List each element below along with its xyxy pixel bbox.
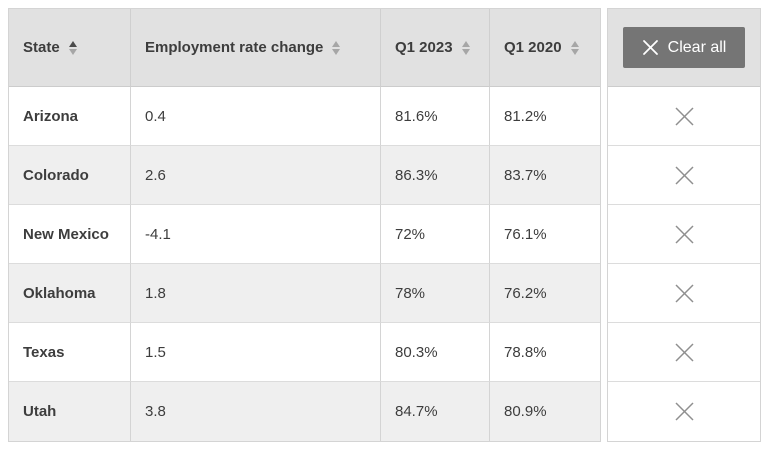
table-cell-change: 1.5: [131, 323, 381, 382]
table-cell-q1-2023: 78%: [381, 264, 490, 323]
close-icon: [674, 402, 694, 421]
table-cell-q1-2023: 84.7%: [381, 382, 490, 441]
sort-arrows-icon[interactable]: [68, 40, 77, 55]
sort-arrows-icon[interactable]: [570, 40, 579, 55]
table-cell-q1-2020: 81.2%: [490, 87, 600, 146]
column-gap-divider: [601, 8, 607, 442]
table-cell-state: New Mexico: [9, 205, 131, 264]
table-cell-state: Utah: [9, 382, 131, 441]
table-cell-q1-2020: 78.8%: [490, 323, 600, 382]
remove-row-button[interactable]: [670, 161, 699, 190]
remove-row-button[interactable]: [670, 279, 699, 308]
clear-all-button-label: Clear all: [667, 38, 727, 56]
table-cell-q1-2023: 72%: [381, 205, 490, 264]
remove-column: Clear all: [607, 8, 761, 442]
close-icon: [674, 224, 694, 244]
sort-up-arrow-icon: [461, 40, 470, 47]
sort-down-arrow-icon: [68, 48, 77, 55]
close-icon: [674, 165, 694, 185]
sort-arrows-icon[interactable]: [461, 40, 470, 55]
sort-arrows-icon[interactable]: [332, 40, 341, 55]
remove-column-header: Clear all: [608, 9, 760, 87]
remove-row-cell: [608, 264, 760, 323]
table-cell-q1-2020: 76.2%: [490, 264, 600, 323]
sort-up-arrow-icon: [332, 40, 341, 47]
employment-table: State Employment rate change Q1 2023 Q1 …: [8, 8, 768, 442]
close-icon: [674, 106, 694, 126]
table-cell-change: 0.4: [131, 87, 381, 146]
remove-row-button[interactable]: [670, 102, 699, 131]
table-cell-state: Oklahoma: [9, 264, 131, 323]
sort-up-arrow-icon: [68, 40, 77, 47]
table-cell-change: 3.8: [131, 382, 381, 441]
sort-down-arrow-icon: [332, 48, 341, 55]
table-cell-q1-2020: 76.1%: [490, 205, 600, 264]
column-header-q1-2020[interactable]: Q1 2020: [490, 9, 600, 87]
column-header-q1-2023-label: Q1 2023: [395, 39, 453, 56]
table-cell-state: Arizona: [9, 87, 131, 146]
column-header-employment-rate-change[interactable]: Employment rate change: [131, 9, 381, 87]
column-header-q1-2023[interactable]: Q1 2023: [381, 9, 490, 87]
table-cell-state: Colorado: [9, 146, 131, 205]
remove-row-cell: [608, 146, 760, 205]
data-table: State Employment rate change Q1 2023 Q1 …: [8, 8, 601, 442]
table-cell-q1-2020: 80.9%: [490, 382, 600, 441]
remove-row-cell: [608, 382, 760, 441]
table-cell-q1-2023: 86.3%: [381, 146, 490, 205]
remove-row-cell: [608, 87, 760, 146]
table-cell-q1-2023: 81.6%: [381, 87, 490, 146]
remove-row-cell: [608, 205, 760, 264]
remove-row-button[interactable]: [670, 397, 699, 426]
table-cell-state: Texas: [9, 323, 131, 382]
sort-down-arrow-icon: [570, 48, 579, 55]
table-cell-q1-2023: 80.3%: [381, 323, 490, 382]
remove-row-cell: [608, 323, 760, 382]
column-header-q1-2020-label: Q1 2020: [504, 39, 562, 56]
table-cell-q1-2020: 83.7%: [490, 146, 600, 205]
column-header-state-label: State: [23, 39, 60, 56]
column-header-state[interactable]: State: [9, 9, 131, 87]
table-cell-change: 2.6: [131, 146, 381, 205]
close-icon: [674, 283, 694, 303]
table-cell-change: -4.1: [131, 205, 381, 264]
remove-row-button[interactable]: [670, 220, 699, 249]
sort-up-arrow-icon: [570, 40, 579, 47]
remove-row-button[interactable]: [670, 338, 699, 367]
column-header-employment-rate-change-label: Employment rate change: [145, 39, 324, 56]
table-cell-change: 1.8: [131, 264, 381, 323]
close-icon: [642, 40, 658, 55]
sort-down-arrow-icon: [461, 48, 470, 55]
close-icon: [674, 342, 694, 362]
clear-all-button[interactable]: Clear all: [622, 27, 746, 68]
